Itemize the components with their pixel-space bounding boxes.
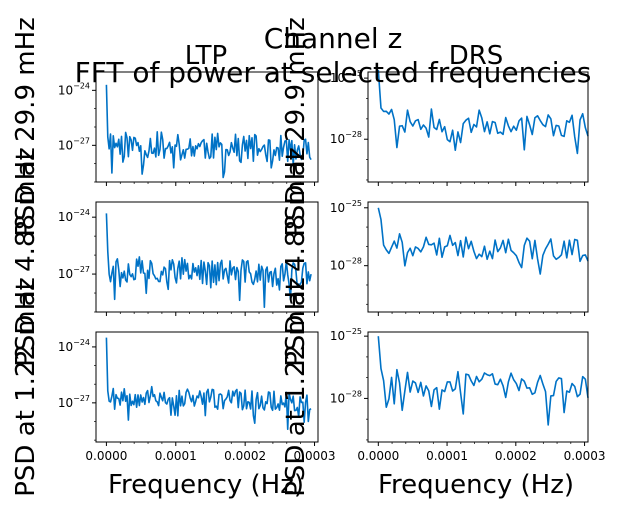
y-tick-label: 10−28: [330, 130, 362, 146]
y-tick-label: 10−24: [58, 208, 90, 224]
x-tick-label: 0.0002: [495, 449, 537, 463]
ylabel-row3-left: PSD at 1.22 mHz: [11, 277, 41, 497]
ylabel-row1-left: PSD at 29.9 mHz: [11, 17, 41, 237]
x-tick-label: 0.0003: [294, 449, 336, 463]
y-tick-label: 10−28: [330, 389, 362, 405]
subplot-r2-c2: 10−28 10−25: [330, 199, 589, 316]
suptitle-line2: FFT of power at selected frequencies: [75, 56, 592, 89]
subplot-r2-c1: 10−27 10−24: [58, 201, 319, 316]
series-line: [377, 207, 589, 275]
y-tick-label: 10−27: [58, 136, 90, 152]
axes-frame: [367, 71, 589, 183]
y-tick-label: 10−24: [58, 338, 90, 354]
ylabel-row2-left: PSD at 4.88 mHz: [11, 147, 41, 367]
series-line: [105, 213, 312, 309]
x-tick-label: 0.0001: [155, 449, 197, 463]
xlabel-right: Frequency (Hz): [378, 470, 574, 500]
row-y-labels: PSD at 29.9 mHz PSD at 4.88 mHz PSD at 1…: [11, 17, 311, 497]
axes-frame: [367, 331, 589, 443]
y-tick-label: 10−25: [330, 327, 362, 343]
x-tick-label: 0.0002: [224, 449, 266, 463]
series-line: [105, 337, 312, 431]
x-tick-label: 0.0000: [85, 449, 127, 463]
y-tick-label: 10−28: [330, 257, 362, 273]
ylabel-row3-right: PSD at 1.22 mHz: [281, 277, 311, 497]
series-line: [377, 336, 589, 426]
column-title-drs: DRS: [449, 41, 504, 71]
x-tick-label: 0.0000: [357, 449, 399, 463]
y-tick-label: 10−25: [330, 199, 362, 215]
y-tick-label: 10−27: [58, 265, 90, 281]
subplot-r3-c1: 10−27 10−24 0.0000 0.0001 0.0002 0.0003: [58, 331, 336, 463]
suptitle-line1: Channel z: [264, 22, 403, 55]
x-tick-label: 0.0001: [426, 449, 468, 463]
y-tick-label: 10−27: [58, 394, 90, 410]
axes-frame: [95, 331, 319, 443]
axes-frame: [95, 201, 319, 313]
series-line: [105, 84, 312, 179]
x-tick-label: 0.0003: [564, 449, 606, 463]
series-line: [377, 69, 589, 155]
ylabel-row2-right: PSD at 4.88 mHz: [281, 147, 311, 367]
subplot-r3-c2: 10−28 10−25 0.0000 0.0001 0.0002 0.0003: [330, 327, 606, 463]
ylabel-row1-right: PSD at 29.9 mHz: [281, 17, 311, 237]
subplot-grid: 10−27 10−24 10−28 10−25 10−27 10−24 10−28 10−25…: [58, 69, 606, 463]
axes-frame: [367, 201, 589, 313]
column-title-ltp: LTP: [185, 41, 227, 71]
xlabel-left: Frequency (Hz): [108, 470, 304, 500]
